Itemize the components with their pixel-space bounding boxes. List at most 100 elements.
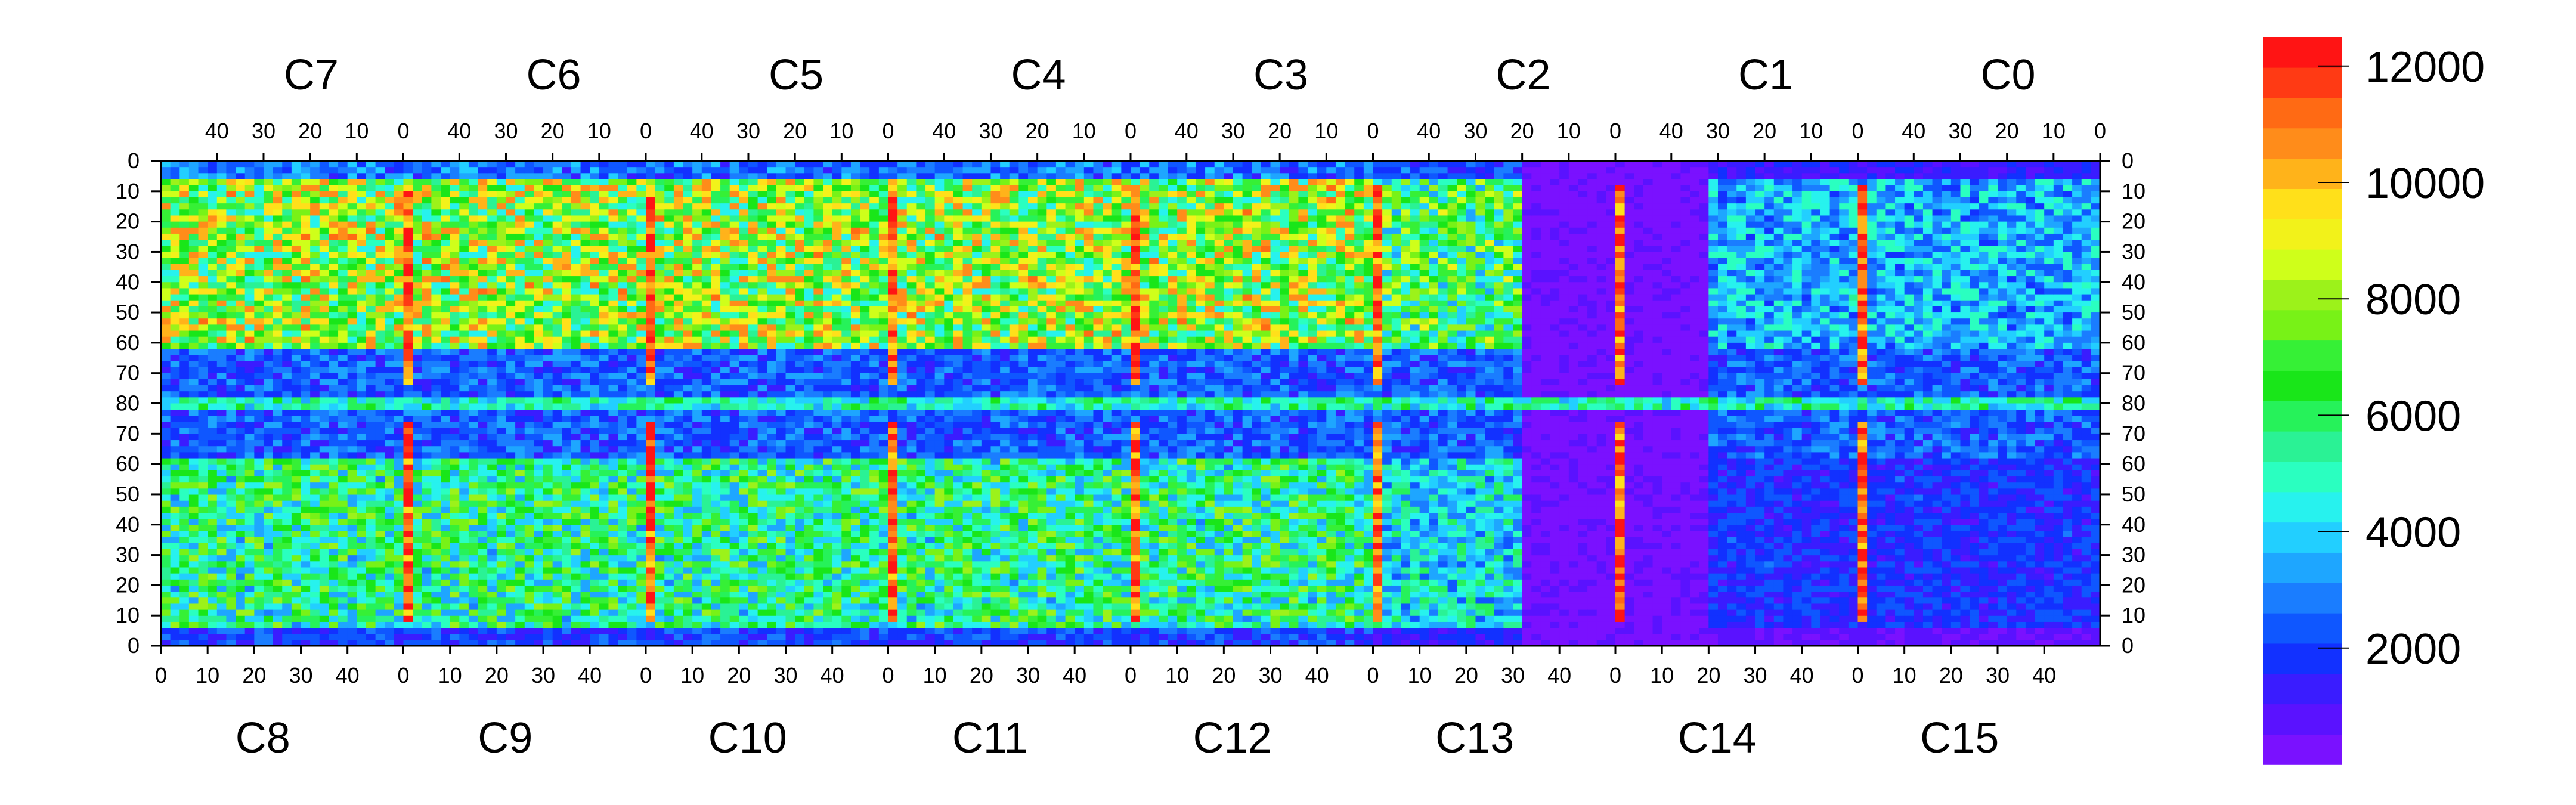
heatmap-cell [385,209,395,216]
heatmap-cell [673,385,684,392]
heatmap-cell [571,246,581,253]
heatmap-cell [767,233,777,240]
heatmap-cell [655,397,665,404]
heatmap-cell [450,330,460,338]
heatmap-cell [739,391,749,398]
heatmap-cell [1000,167,1010,174]
heatmap-cell [1270,397,1280,404]
heatmap-cell [198,215,208,222]
heatmap-cell [1037,258,1047,265]
heatmap-cell [496,191,507,198]
heatmap-cell [1298,367,1308,374]
heatmap-cell [487,300,497,307]
heatmap-cell [664,306,674,313]
heatmap-cell [1111,330,1122,338]
heatmap-cell [673,173,684,180]
heatmap-cell [664,258,674,265]
heatmap-cell [655,221,665,228]
heatmap-cell [366,294,376,301]
heatmap-cell [739,300,749,307]
heatmap-cell [216,330,227,338]
heatmap-cell [757,209,767,216]
heatmap-cell [841,203,852,210]
heatmap-cell [375,227,385,234]
heatmap-cell [1000,240,1010,246]
heatmap-cell [599,227,609,234]
heatmap-cell [869,252,880,259]
heatmap-cell [934,246,945,253]
heatmap-cell [422,227,432,234]
heatmap-cell [953,215,964,222]
heatmap-cell [1149,173,1159,180]
heatmap-cell [357,209,367,216]
heatmap-cell [338,264,348,271]
heatmap-cell [711,379,721,386]
heatmap-cell [1083,373,1094,380]
heatmap-cell [468,276,479,283]
heatmap-cell [813,385,823,392]
heatmap-cell [636,185,646,192]
heatmap-cell [1149,252,1159,259]
heatmap-cell [179,258,190,265]
heatmap-cell [291,215,302,222]
heatmap-cell [739,167,749,174]
heatmap-cell [1093,264,1103,271]
heatmap-cell [823,246,833,253]
heatmap-cell [636,391,646,398]
heatmap-cell [981,270,992,277]
heatmap-cell [692,270,702,277]
heatmap-cell [841,336,852,343]
heatmap-cell [767,300,777,307]
heatmap-cell [1028,209,1038,216]
heatmap-cell [506,246,516,253]
heatmap-cell [179,191,190,198]
heatmap-cell [431,227,441,234]
heatmap-cell [329,209,339,216]
heatmap-cell [1186,306,1197,313]
heatmap-cell [254,185,264,192]
heatmap-cell [1177,367,1187,374]
heatmap-cell [850,227,861,234]
heatmap-cell [571,258,581,265]
heatmap-cell [431,161,441,168]
heatmap-cell [916,336,926,343]
heatmap-cell [934,367,945,374]
heatmap-cell [1065,379,1075,386]
heatmap-cell [1000,233,1010,240]
heatmap-cell [673,288,684,295]
heatmap-cell [962,173,973,180]
heatmap-cell [729,179,739,186]
heatmap-cell [925,209,936,216]
heatmap-cell [459,324,469,332]
heatmap-cell [1028,373,1038,380]
heatmap-cell [366,179,376,186]
heatmap-cell [478,221,488,228]
heatmap-cell [208,197,218,204]
heatmap-cell [496,318,507,325]
heatmap-cell [254,385,264,392]
heatmap-cell [934,379,945,386]
heatmap-cell [441,288,451,295]
heatmap-cell [1055,373,1066,380]
heatmap-cell [534,391,544,398]
heatmap-cell [692,361,702,368]
heatmap-cell [627,330,637,338]
heatmap-cell [1111,252,1122,259]
heatmap-cell [496,270,507,277]
heatmap-cell [1065,385,1075,392]
heatmap-cell [1270,294,1280,301]
heatmap-cell [170,288,180,295]
heatmap-cell [1270,349,1280,355]
heatmap-cell [711,282,721,289]
heatmap-cell [375,233,385,240]
heatmap-cell [1214,270,1224,277]
heatmap-cell [413,221,423,228]
heatmap-cell [188,258,199,265]
heatmap-cell [487,318,497,325]
heatmap-cell [850,173,861,180]
heatmap-cell [170,209,180,216]
heatmap-cell [618,240,628,246]
heatmap-cell [1046,240,1057,246]
heatmap-cell [329,221,339,228]
heatmap-cell [897,330,908,338]
